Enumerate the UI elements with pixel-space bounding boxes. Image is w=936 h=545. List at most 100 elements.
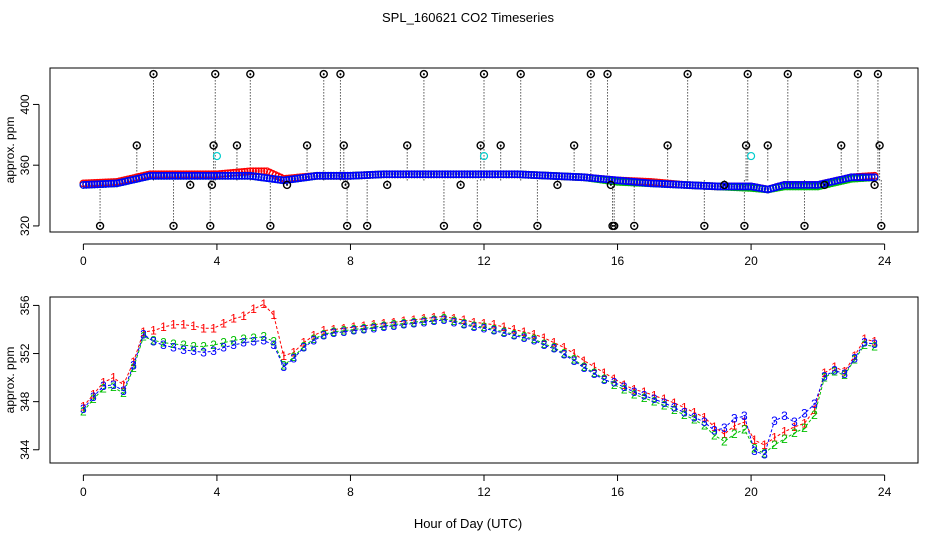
series3-point: [555, 172, 564, 181]
series1-label-point: 1: [411, 313, 418, 327]
reference-point-center: [613, 224, 616, 227]
series3-point: [516, 170, 525, 179]
reference-point: [362, 221, 372, 231]
reference-point: [403, 141, 412, 150]
series3-point: [638, 178, 647, 187]
reference-point-center: [743, 224, 746, 227]
series3-label-point: 3: [821, 369, 828, 383]
reference-point: [479, 69, 489, 79]
x-tick-label: 12: [477, 485, 491, 499]
series3-point: [532, 171, 541, 180]
series3-point: [443, 170, 452, 179]
reference-point-center: [99, 224, 102, 227]
series2-label-point: 2: [871, 339, 878, 353]
reference-point: [875, 141, 884, 150]
series3-point: [302, 173, 310, 182]
series1-label-point: 1: [681, 401, 688, 415]
reference-point: [837, 141, 846, 150]
series1-label-point: 1: [771, 431, 778, 445]
series3-point: [652, 179, 661, 188]
reference-point-center: [342, 144, 345, 147]
series1-label-point: 1: [350, 320, 357, 334]
series3-point: [438, 170, 447, 179]
x-tick-label: 20: [744, 254, 758, 268]
series3-label-point: 3: [491, 324, 498, 338]
series3-point: [680, 181, 689, 189]
series3-label-point: 3: [571, 354, 578, 368]
series3-point: [187, 171, 196, 180]
series3-point: [747, 182, 755, 191]
series3-label-point: 3: [180, 343, 187, 357]
series3-label-point: 3: [170, 341, 177, 355]
series3-point: [218, 171, 227, 180]
series3-label-point: 3: [160, 338, 167, 352]
series3-point: [850, 173, 859, 182]
series3-point: [616, 176, 625, 185]
y-axis-label: approx. ppm: [3, 347, 17, 414]
series3-point: [666, 180, 675, 189]
reference-point-center: [840, 144, 843, 147]
series3-point: [669, 180, 678, 189]
series1-label-point: 1: [761, 438, 768, 452]
series3-point: [480, 170, 488, 179]
series3-point: [619, 176, 628, 185]
reference-point-center: [235, 144, 238, 147]
x-tick-label: 12: [477, 254, 491, 268]
reference-point-center: [209, 224, 212, 227]
series3-point: [179, 171, 188, 180]
series3-point: [649, 179, 658, 188]
series1-label-point: 1: [300, 336, 307, 350]
series1-label-point: 1: [230, 312, 237, 326]
reference-point-center: [606, 73, 609, 76]
series1-label-point: 1: [871, 335, 878, 349]
series2-label-point: 2: [741, 422, 748, 436]
series2-label-point: 2: [671, 403, 678, 417]
series2-label-point: 2: [531, 332, 538, 346]
series3-point: [585, 173, 594, 182]
series3-point: [538, 171, 547, 180]
reference-point-center: [686, 73, 689, 76]
reference-point-center: [536, 224, 539, 227]
x-tick-label: 24: [878, 254, 892, 268]
series3-label-point: 3: [421, 315, 428, 329]
series3-point: [691, 181, 700, 190]
y-tick-label: 356: [18, 295, 32, 315]
reference-point-center: [766, 144, 769, 147]
series3-point: [154, 171, 163, 180]
series3-point: [87, 180, 96, 189]
reference-point: [207, 180, 217, 190]
series3-label-point: 3: [230, 338, 237, 352]
series1-label-point: 1: [571, 347, 578, 361]
series1-label-point: 1: [330, 322, 337, 336]
series3-point: [335, 171, 344, 180]
series2-label-point: 2: [250, 331, 257, 345]
x-tick-label: 24: [878, 485, 892, 499]
series3-label-point: 3: [130, 359, 137, 373]
series1-label-point: 1: [651, 389, 658, 403]
reference-point: [853, 69, 863, 79]
series3-point: [446, 170, 455, 179]
series3-point: [507, 170, 516, 179]
series3-label-point: 3: [711, 424, 718, 438]
series3-point: [752, 183, 761, 192]
series3-point: [321, 171, 330, 180]
series2-label-point: 2: [330, 325, 337, 339]
series1-label-point: 1: [781, 425, 788, 439]
reference-point-center: [609, 183, 612, 186]
series3-label-point: 3: [360, 322, 367, 336]
y-axis-label: approx. ppm: [3, 117, 17, 184]
series3-point: [385, 170, 394, 179]
series3-label-point: 3: [330, 326, 337, 340]
series3-point: [290, 174, 299, 183]
series3-label-point: 3: [801, 407, 808, 421]
reference-point: [169, 221, 178, 231]
series3-point: [171, 171, 180, 180]
series3-point: [396, 170, 405, 179]
series3-point: [251, 172, 260, 181]
series3-label-point: 3: [250, 335, 257, 349]
series3-point: [557, 172, 566, 181]
series3-point: [491, 170, 500, 179]
reference-point: [800, 221, 809, 231]
